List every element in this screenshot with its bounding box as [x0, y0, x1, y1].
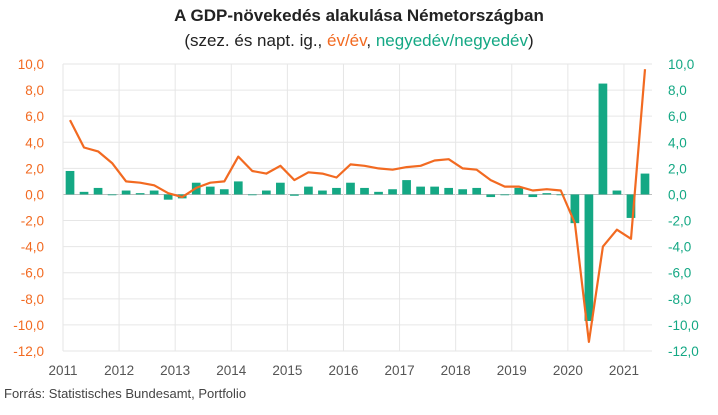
qoq-bar [276, 182, 285, 195]
qoq-bar [346, 182, 355, 195]
y-tick-label-right: -2,0 [668, 214, 691, 229]
qoq-bar [612, 190, 622, 195]
y-tick-label-left: -2,0 [21, 214, 44, 229]
x-tick-label: 2019 [497, 363, 527, 378]
y-tick-label-right: 8,0 [668, 83, 687, 98]
chart-title: A GDP-növekedés alakulása Németországban [174, 6, 544, 25]
qoq-bar [626, 194, 636, 218]
qoq-bar [304, 186, 313, 195]
y-tick-label-left: 2,0 [25, 161, 44, 176]
qoq-bar [528, 194, 538, 198]
qoq-bar [486, 194, 496, 198]
qoq-bar [542, 193, 552, 195]
qoq-bar [93, 187, 103, 195]
subtitle-separator: , [366, 31, 376, 50]
y-tick-label-left: 0,0 [25, 187, 44, 202]
chart-subtitle: (szez. és napt. ig., év/év, negyedév/neg… [0, 31, 718, 51]
qoq-bar [514, 187, 524, 195]
x-tick-label: 2021 [609, 363, 639, 378]
y-tick-label-right: 10,0 [668, 57, 694, 72]
subtitle-yoy-label: év/év [327, 31, 367, 50]
y-tick-label-left: -6,0 [21, 266, 44, 281]
x-tick-label: 2014 [216, 363, 247, 378]
qoq-bar [205, 186, 215, 195]
qoq-bar [584, 194, 594, 321]
qoq-bar [388, 189, 397, 195]
qoq-bar [570, 194, 580, 224]
y-tick-label-left: -8,0 [21, 292, 44, 307]
y-tick-label-right: -8,0 [668, 292, 691, 307]
qoq-bar [290, 194, 299, 196]
y-tick-label-right: 4,0 [668, 135, 687, 150]
x-tick-label: 2011 [48, 363, 77, 378]
qoq-bar [458, 189, 468, 195]
y-tick-label-left: -4,0 [21, 240, 44, 255]
qoq-bar [402, 180, 411, 195]
y-tick-label-right: -6,0 [668, 266, 691, 281]
y-tick-label-left: 6,0 [25, 109, 44, 124]
qoq-bar [416, 186, 425, 195]
qoq-bar [163, 194, 173, 200]
qoq-bar [107, 194, 117, 196]
y-tick-label-left: 10,0 [18, 57, 44, 72]
yoy-line [69, 69, 647, 343]
left-axis: 10,0 8,0 6,0 4,0 2,0 0,0 -2,0 -4,0 -6,0 -8,0 -10,0… [13, 57, 44, 359]
x-tick-label: 2017 [385, 363, 415, 378]
qoq-bar [556, 194, 566, 196]
qoq-bar [598, 83, 608, 195]
qoq-bar [247, 194, 257, 196]
qoq-bar [149, 190, 159, 195]
y-tick-label-left: 8,0 [25, 83, 44, 98]
qoq-bar [430, 186, 439, 195]
subtitle-suffix: ) [528, 31, 534, 50]
qoq-bar [500, 194, 510, 196]
qoq-bar [318, 190, 327, 195]
y-tick-label-right: 6,0 [668, 109, 687, 124]
qoq-bar [233, 181, 243, 195]
qoq-bar [79, 191, 89, 195]
qoq-bar [121, 190, 131, 195]
y-tick-label-left: -10,0 [13, 318, 44, 333]
subtitle-prefix: (szez. és napt. ig., [184, 31, 327, 50]
x-tick-label: 2012 [104, 363, 134, 378]
y-tick-label-right: -10,0 [668, 318, 699, 333]
right-axis: 10,0 8,0 6,0 4,0 2,0 0,0 -2,0 -4,0 -6,0 -8,0 -10,0… [668, 57, 699, 359]
x-tick-label: 2015 [272, 363, 302, 378]
qoq-bars [65, 83, 650, 321]
x-tick-label: 2020 [553, 363, 583, 378]
qoq-bar [472, 187, 482, 195]
qoq-bar [219, 189, 229, 195]
y-tick-label-right: 2,0 [668, 161, 687, 176]
qoq-bar [65, 170, 75, 195]
x-tick-label: 2013 [160, 363, 190, 378]
x-axis: 2011 2012 2013 2014 2015 2016 2017 2018 2019 2020… [48, 363, 638, 378]
x-tick-label: 2016 [328, 363, 358, 378]
qoq-bar [261, 190, 271, 195]
qoq-bar [360, 187, 369, 195]
gridlines [62, 63, 652, 352]
qoq-bar [374, 191, 383, 195]
x-tick-label: 2018 [441, 363, 471, 378]
qoq-bar [444, 187, 454, 195]
source-note: Forrás: Statistisches Bundesamt, Portfol… [4, 386, 247, 401]
qoq-bar [640, 173, 650, 195]
y-tick-label-right: 0,0 [668, 187, 687, 202]
y-tick-label-left: 4,0 [25, 135, 44, 150]
subtitle-qoq-label: negyedév/negyedév [375, 31, 529, 50]
qoq-bar [332, 187, 341, 195]
y-tick-label-right: -12,0 [668, 344, 699, 359]
qoq-bar [135, 193, 145, 195]
y-tick-label-right: -4,0 [668, 240, 691, 255]
yoy-line-path [69, 69, 647, 343]
y-tick-label-left: -12,0 [13, 344, 44, 359]
